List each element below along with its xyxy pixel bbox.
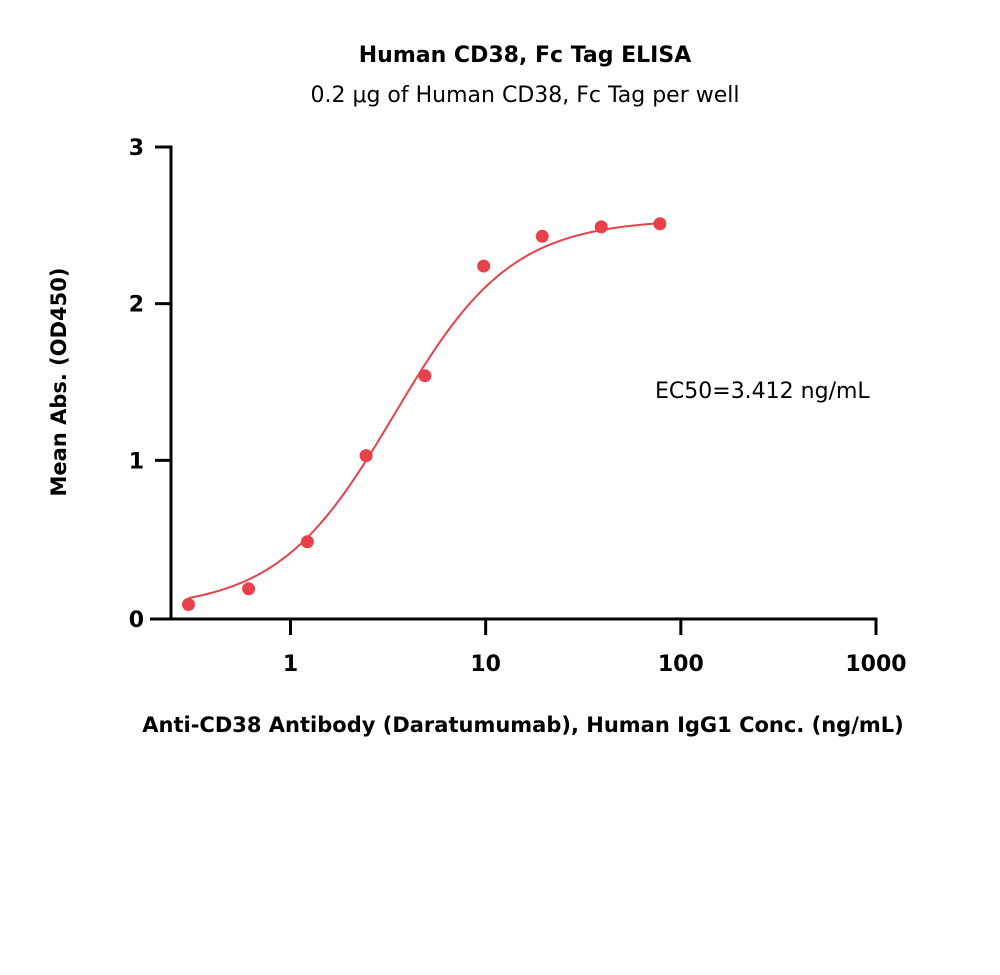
data-point	[594, 220, 608, 234]
y-tick-label: 0	[129, 608, 144, 633]
data-points-layer	[181, 217, 667, 611]
data-point	[300, 535, 314, 549]
chart-title: Human CD38, Fc Tag ELISA	[359, 43, 691, 68]
y-tick-label: 1	[129, 449, 144, 474]
fit-curve	[188, 222, 660, 599]
x-axis-label: Anti-CD38 Antibody (Daratumumab), Human …	[142, 713, 903, 737]
x-axis-ticks: 1 10 100 1000	[283, 619, 907, 677]
x-tick-label: 100	[658, 652, 704, 677]
data-point	[653, 217, 667, 231]
y-axis-label: Mean Abs. (OD450)	[47, 268, 71, 497]
y-tick-label: 2	[129, 293, 144, 318]
y-tick-label: 3	[129, 136, 144, 161]
data-point	[418, 369, 432, 383]
x-tick-label: 10	[470, 652, 501, 677]
data-point	[535, 229, 549, 243]
data-point	[181, 597, 195, 611]
fit-curve-layer	[188, 222, 660, 599]
data-point	[477, 259, 491, 273]
x-tick-label: 1	[283, 652, 298, 677]
data-point	[242, 582, 256, 596]
ec50-annotation: EC50=3.412 ng/mL	[655, 379, 870, 404]
data-point	[359, 449, 373, 463]
chart-subtitle: 0.2 μg of Human CD38, Fc Tag per well	[310, 83, 739, 108]
y-axis-ticks: 0 1 2 3	[129, 136, 171, 633]
x-tick-label: 1000	[845, 652, 906, 677]
